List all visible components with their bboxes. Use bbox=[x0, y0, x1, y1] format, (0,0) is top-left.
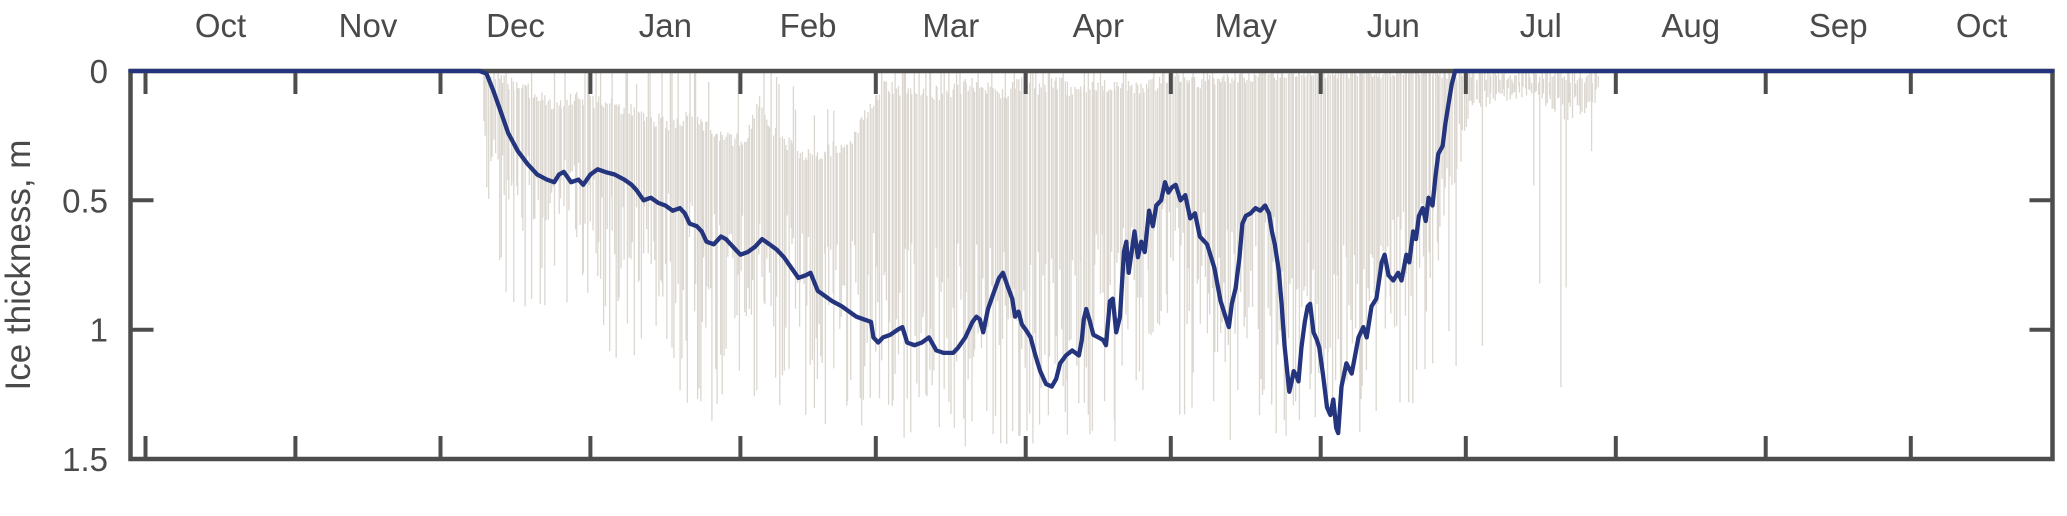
y-tick-label: 0 bbox=[90, 53, 108, 90]
month-label: Jul bbox=[1520, 7, 1562, 44]
month-label: Dec bbox=[486, 7, 545, 44]
month-label: Jan bbox=[639, 7, 692, 44]
raw-series-group bbox=[483, 71, 1599, 447]
month-label: Feb bbox=[780, 7, 837, 44]
month-label: May bbox=[1215, 7, 1278, 44]
y-tick-label: 0.5 bbox=[62, 182, 108, 219]
month-label: Sep bbox=[1809, 7, 1868, 44]
month-label: Oct bbox=[1956, 7, 2007, 44]
plot-border bbox=[128, 68, 2055, 462]
y-tick-label: 1 bbox=[90, 312, 108, 349]
month-label: Aug bbox=[1661, 7, 1720, 44]
month-label: Jun bbox=[1367, 7, 1420, 44]
axis-ticks-group bbox=[131, 72, 2052, 458]
month-label: Nov bbox=[339, 7, 398, 44]
month-label: Mar bbox=[922, 7, 979, 44]
mean-ice-thickness-path bbox=[128, 68, 2055, 436]
month-label: Oct bbox=[195, 7, 246, 44]
y-tick-label: 1.5 bbox=[62, 441, 108, 478]
month-label: Apr bbox=[1073, 7, 1124, 44]
month-labels-group: Oct Nov Dec Jan Feb Mar Apr May Jun Jul Aug Sep Oct bbox=[195, 7, 2007, 44]
y-tick-labels-group: 0 0.5 1 1.5 bbox=[62, 53, 108, 478]
mean-series-group bbox=[128, 68, 2055, 436]
raw-ice-thickness-path bbox=[483, 71, 1599, 447]
y-axis-title: Ice thickness, m bbox=[0, 140, 38, 391]
